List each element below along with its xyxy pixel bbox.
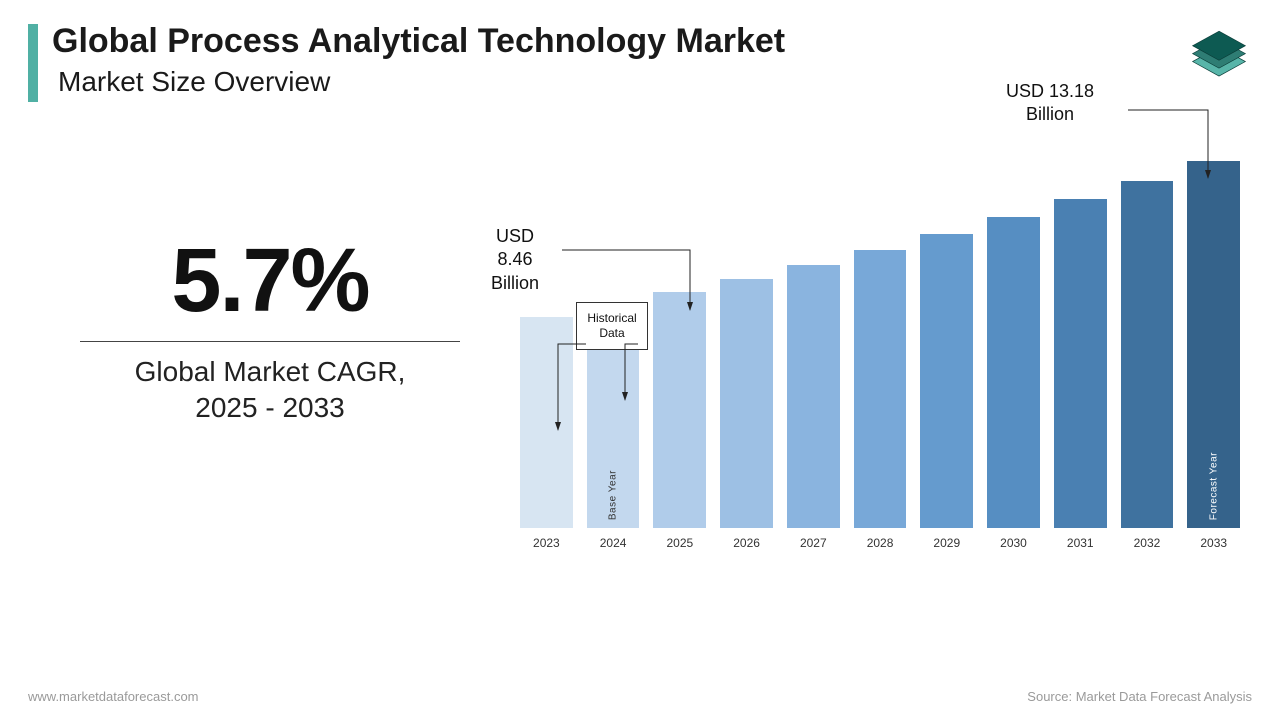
bar-2027: 2027 <box>787 265 840 550</box>
bar-year-label: 2029 <box>933 536 960 550</box>
header-accent-bar <box>28 24 38 102</box>
bar-year-label: 2030 <box>1000 536 1027 550</box>
bar <box>920 234 973 528</box>
bar-year-label: 2031 <box>1067 536 1094 550</box>
cagr-percent: 5.7% <box>70 230 470 333</box>
bar-2025: 2025 <box>653 292 706 550</box>
historical-data-box: Historical Data <box>576 302 648 350</box>
bar-year-label: 2028 <box>867 536 894 550</box>
bar <box>854 250 907 528</box>
bar-2029: 2029 <box>920 234 973 550</box>
callout-end-value: USD 13.18 Billion <box>970 80 1130 127</box>
bar <box>987 217 1040 528</box>
bar <box>720 279 773 528</box>
cagr-divider <box>80 341 460 342</box>
cagr-label: Global Market CAGR, 2025 - 2033 <box>70 354 470 427</box>
bar-year-label: 2023 <box>533 536 560 550</box>
bar-year-label: 2027 <box>800 536 827 550</box>
page-title: Global Process Analytical Technology Mar… <box>52 22 785 61</box>
bar-year-label: 2032 <box>1134 536 1161 550</box>
brand-logo-icon <box>1186 18 1252 84</box>
bar-2028: 2028 <box>854 250 907 550</box>
callout-start-value: USD 8.46 Billion <box>470 225 560 295</box>
bar-2023: 2023 <box>520 317 573 550</box>
bar-year-label: 2025 <box>666 536 693 550</box>
footer-source: Source: Market Data Forecast Analysis <box>1027 689 1252 704</box>
bar: Forecast Year <box>1187 161 1240 528</box>
bar-2030: 2030 <box>987 217 1040 550</box>
footer-url: www.marketdataforecast.com <box>28 689 199 704</box>
page-subtitle: Market Size Overview <box>58 66 330 98</box>
bar-year-label: 2024 <box>600 536 627 550</box>
bar <box>1121 181 1174 528</box>
bar <box>520 317 573 528</box>
bar-year-label: 2026 <box>733 536 760 550</box>
bar-2026: 2026 <box>720 279 773 550</box>
bar-inner-label: Forecast Year <box>1208 452 1219 520</box>
market-size-bar-chart: 2023 Base Year 2024 2025 2026 2027 2028 2029 203… <box>520 150 1240 580</box>
bar-2032: 2032 <box>1121 181 1174 550</box>
bar <box>653 292 706 528</box>
bar <box>787 265 840 528</box>
bar-year-label: 2033 <box>1200 536 1227 550</box>
bar-2033: Forecast Year 2033 <box>1187 161 1240 550</box>
bar-2031: 2031 <box>1054 199 1107 550</box>
cagr-block: 5.7% Global Market CAGR, 2025 - 2033 <box>70 230 470 427</box>
bar-inner-label: Base Year <box>608 470 619 520</box>
bar <box>1054 199 1107 528</box>
